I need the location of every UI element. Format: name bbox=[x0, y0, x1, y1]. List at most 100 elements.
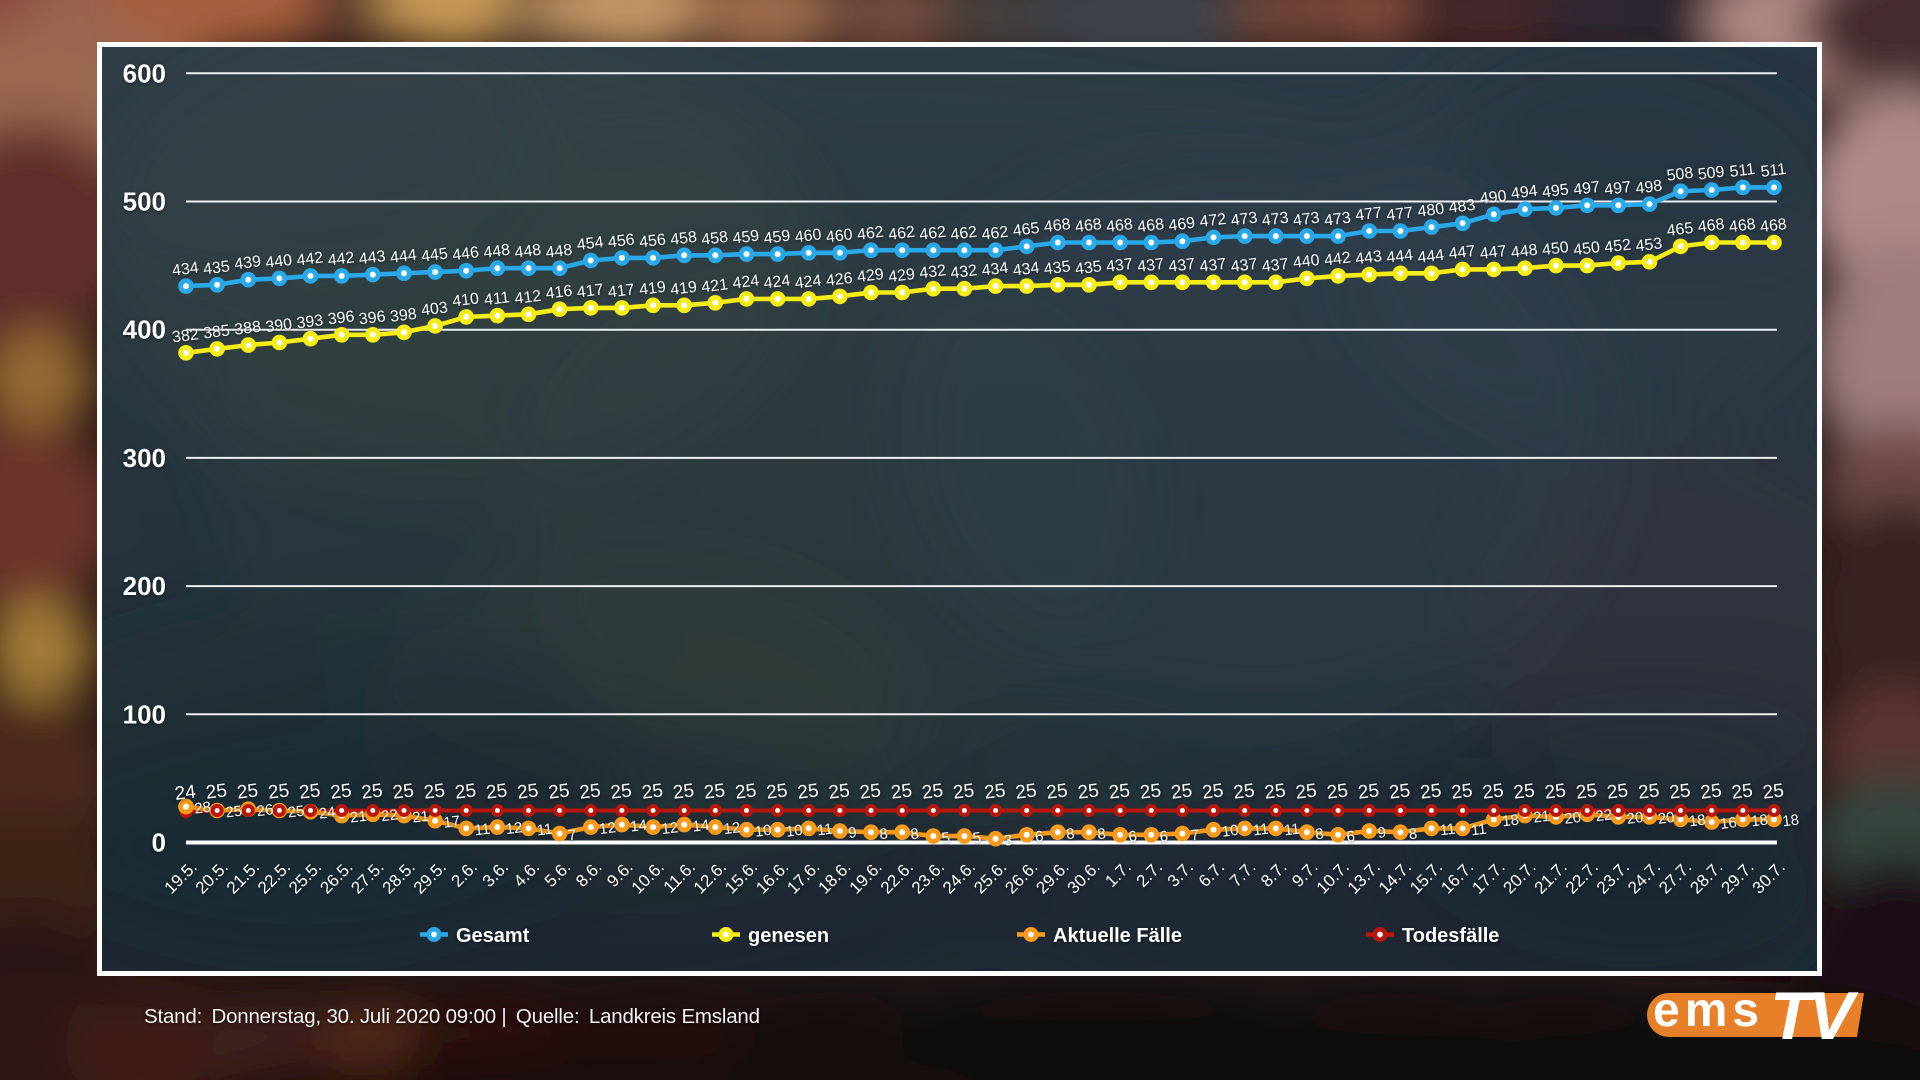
svg-text:25: 25 bbox=[1544, 780, 1568, 803]
svg-text:11: 11 bbox=[816, 821, 834, 840]
svg-text:7: 7 bbox=[567, 827, 577, 845]
svg-text:25: 25 bbox=[827, 780, 851, 803]
svg-text:28: 28 bbox=[193, 799, 212, 818]
svg-text:448: 448 bbox=[514, 242, 543, 262]
svg-text:14: 14 bbox=[629, 817, 648, 836]
svg-text:437: 437 bbox=[1168, 256, 1197, 276]
svg-text:460: 460 bbox=[825, 226, 854, 246]
svg-text:25: 25 bbox=[1201, 780, 1225, 803]
svg-text:385: 385 bbox=[202, 322, 231, 342]
svg-text:25: 25 bbox=[983, 780, 1007, 803]
svg-text:390: 390 bbox=[265, 316, 294, 336]
svg-text:6: 6 bbox=[1034, 828, 1044, 846]
svg-text:25: 25 bbox=[1232, 780, 1256, 803]
svg-text:22: 22 bbox=[380, 806, 399, 825]
svg-text:8: 8 bbox=[1096, 825, 1106, 843]
svg-text:26: 26 bbox=[256, 801, 275, 820]
svg-text:25: 25 bbox=[225, 803, 244, 822]
svg-text:473: 473 bbox=[1292, 210, 1321, 230]
svg-text:25: 25 bbox=[516, 780, 540, 803]
svg-text:25: 25 bbox=[1481, 780, 1505, 803]
svg-text:450: 450 bbox=[1541, 239, 1570, 259]
svg-text:459: 459 bbox=[732, 228, 761, 248]
svg-text:419: 419 bbox=[669, 279, 698, 299]
svg-text:462: 462 bbox=[981, 224, 1010, 244]
svg-text:25: 25 bbox=[287, 803, 306, 822]
svg-text:494: 494 bbox=[1510, 183, 1539, 203]
svg-text:25: 25 bbox=[1668, 780, 1692, 803]
svg-text:22: 22 bbox=[1595, 806, 1614, 825]
svg-text:12: 12 bbox=[661, 819, 680, 838]
svg-text:497: 497 bbox=[1572, 179, 1601, 199]
svg-text:511: 511 bbox=[1760, 161, 1787, 181]
svg-text:454: 454 bbox=[576, 234, 605, 254]
svg-text:443: 443 bbox=[358, 248, 387, 268]
svg-text:462: 462 bbox=[918, 224, 947, 244]
svg-text:25: 25 bbox=[641, 780, 665, 803]
svg-text:468: 468 bbox=[1043, 216, 1072, 236]
svg-text:437: 437 bbox=[1136, 256, 1165, 276]
svg-text:18: 18 bbox=[1688, 811, 1707, 830]
svg-text:18: 18 bbox=[1750, 811, 1769, 830]
svg-text:456: 456 bbox=[607, 231, 636, 251]
svg-text:25: 25 bbox=[734, 780, 758, 803]
svg-text:473: 473 bbox=[1230, 210, 1259, 230]
svg-text:3: 3 bbox=[1003, 832, 1013, 850]
svg-text:6: 6 bbox=[1346, 828, 1356, 846]
svg-text:468: 468 bbox=[1697, 216, 1726, 236]
svg-text:25: 25 bbox=[1762, 780, 1786, 803]
svg-text:25: 25 bbox=[1419, 780, 1443, 803]
svg-text:468: 468 bbox=[1759, 216, 1788, 236]
svg-text:25: 25 bbox=[672, 780, 696, 803]
svg-text:10: 10 bbox=[754, 822, 773, 841]
svg-text:25: 25 bbox=[1294, 780, 1318, 803]
svg-text:432: 432 bbox=[918, 262, 947, 282]
svg-text:25: 25 bbox=[236, 780, 260, 803]
svg-text:Aktuelle Fälle: Aktuelle Fälle bbox=[1053, 925, 1182, 947]
svg-text:508: 508 bbox=[1666, 165, 1695, 185]
svg-text:25: 25 bbox=[329, 780, 353, 803]
svg-text:12: 12 bbox=[505, 819, 524, 838]
svg-text:468: 468 bbox=[1105, 216, 1134, 236]
svg-text:473: 473 bbox=[1323, 210, 1352, 230]
svg-text:435: 435 bbox=[202, 258, 231, 278]
svg-text:21: 21 bbox=[1532, 808, 1551, 827]
svg-text:456: 456 bbox=[638, 231, 667, 251]
svg-text:25: 25 bbox=[1263, 780, 1287, 803]
svg-text:411: 411 bbox=[483, 289, 510, 309]
svg-text:Todesfälle: Todesfälle bbox=[1402, 925, 1499, 947]
svg-text:25: 25 bbox=[1077, 780, 1101, 803]
svg-text:442: 442 bbox=[1323, 249, 1352, 269]
svg-text:393: 393 bbox=[296, 312, 325, 332]
svg-text:424: 424 bbox=[794, 272, 823, 292]
svg-text:468: 468 bbox=[1136, 216, 1165, 236]
svg-text:498: 498 bbox=[1635, 178, 1664, 198]
svg-text:447: 447 bbox=[1479, 243, 1508, 263]
svg-text:453: 453 bbox=[1635, 235, 1664, 255]
svg-text:465: 465 bbox=[1666, 220, 1695, 240]
svg-text:25: 25 bbox=[1108, 780, 1132, 803]
svg-text:396: 396 bbox=[327, 308, 356, 328]
svg-text:440: 440 bbox=[1292, 252, 1321, 272]
svg-text:25: 25 bbox=[1388, 780, 1412, 803]
svg-text:435: 435 bbox=[1074, 258, 1103, 278]
svg-text:25: 25 bbox=[547, 780, 571, 803]
svg-text:450: 450 bbox=[1572, 239, 1601, 259]
svg-text:9: 9 bbox=[847, 824, 857, 842]
svg-text:18: 18 bbox=[1501, 811, 1520, 830]
svg-text:473: 473 bbox=[1261, 210, 1290, 230]
svg-text:417: 417 bbox=[576, 281, 605, 301]
svg-text:11: 11 bbox=[1470, 821, 1488, 840]
svg-text:434: 434 bbox=[1012, 260, 1041, 280]
svg-text:25: 25 bbox=[1450, 780, 1474, 803]
svg-text:25: 25 bbox=[1357, 780, 1381, 803]
svg-text:490: 490 bbox=[1479, 188, 1508, 208]
svg-text:12: 12 bbox=[723, 819, 742, 838]
svg-text:8: 8 bbox=[1408, 825, 1418, 843]
svg-text:429: 429 bbox=[856, 266, 885, 286]
svg-text:25: 25 bbox=[1575, 780, 1599, 803]
svg-text:25: 25 bbox=[1326, 780, 1350, 803]
svg-text:25: 25 bbox=[454, 780, 478, 803]
svg-text:416: 416 bbox=[545, 283, 574, 303]
svg-text:25: 25 bbox=[1512, 780, 1536, 803]
